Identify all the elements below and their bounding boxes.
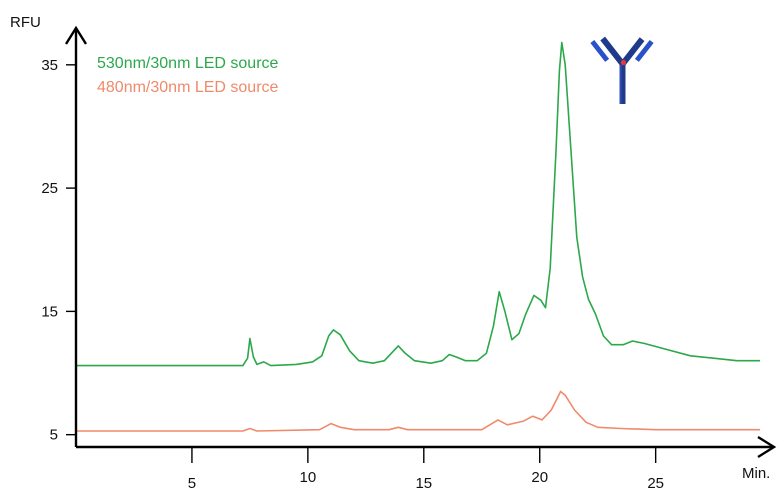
x-tick-label: 25 <box>647 475 664 491</box>
series-line-1 <box>76 41 760 367</box>
x-axis-arrowhead <box>757 435 777 459</box>
series-line-2 <box>76 390 760 432</box>
x-tick-label: 20 <box>531 469 548 486</box>
y-tick-label: 35 <box>41 57 58 74</box>
antibody-icon <box>590 36 654 104</box>
series-layer <box>76 41 760 432</box>
y-tick-label: 15 <box>41 303 58 320</box>
legend-entry-530nm: 530nm/30nm LED source <box>97 55 279 72</box>
x-tick-label: 10 <box>300 469 317 486</box>
x-axis-label: Min. <box>742 465 770 482</box>
tick-layer: 5 10 15 20 25 5 15 25 35 <box>41 57 664 491</box>
legend-entry-480nm: 480nm/30nm LED source <box>97 79 279 96</box>
y-tick-label: 5 <box>50 427 58 444</box>
y-axis-label: RFU <box>10 14 41 31</box>
y-axis-arrowhead <box>64 25 88 45</box>
y-tick-label: 25 <box>41 180 58 197</box>
x-tick-label: 15 <box>415 475 432 491</box>
x-tick-label: 5 <box>188 475 196 491</box>
